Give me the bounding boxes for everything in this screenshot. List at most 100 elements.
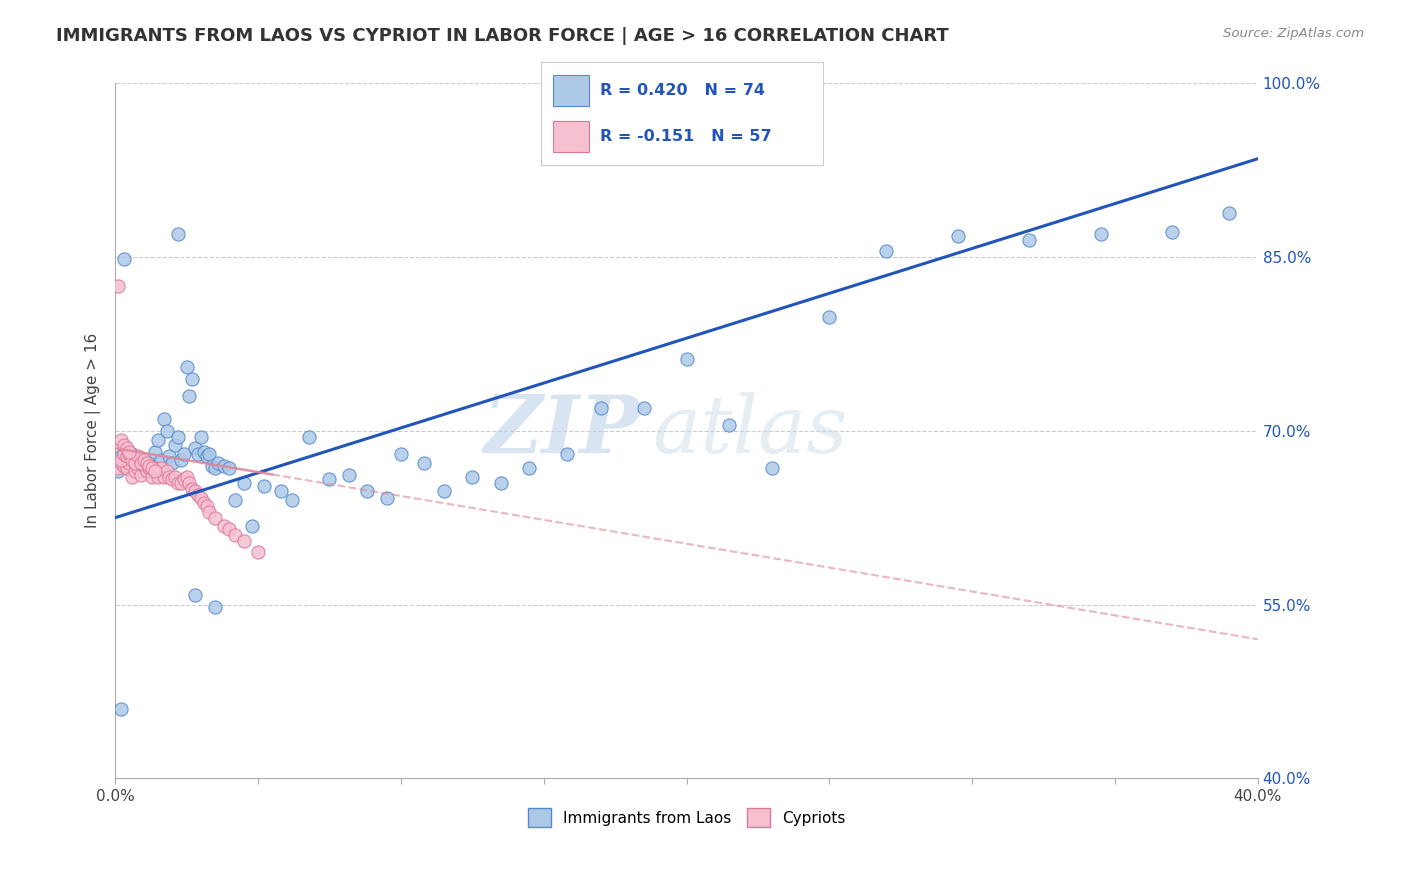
Point [143,464,166,478]
Point [165,438,187,452]
Point [110,450,132,464]
Y-axis label: In Labor Force | Age > 16: In Labor Force | Age > 16 [86,334,101,528]
Point [149,452,172,467]
Text: ZIP: ZIP [484,392,641,469]
Point [281,493,304,508]
Point [761,461,783,475]
Point [179,389,201,403]
Point [318,473,340,487]
Point [187,487,209,501]
Point [155,464,177,478]
Text: Source: ZipAtlas.com: Source: ZipAtlas.com [1223,27,1364,40]
Point [167,227,190,241]
Point [204,599,226,614]
Legend: Immigrants from Laos, Cypriots: Immigrants from Laos, Cypriots [522,802,851,833]
Point [247,545,270,559]
Point [110,702,132,716]
Point [167,429,190,443]
Point [170,452,193,467]
Point [190,491,212,505]
Point [118,452,141,467]
Point [224,528,246,542]
Point [152,412,174,426]
Point [159,450,181,464]
Point [190,429,212,443]
Point [127,461,149,475]
Point [112,458,135,473]
FancyBboxPatch shape [553,121,589,152]
Point [389,447,412,461]
Text: R = 0.420   N = 74: R = 0.420 N = 74 [600,83,765,97]
Point [179,475,201,490]
Point [112,252,135,267]
Point [193,444,215,458]
Point [129,464,152,478]
Point [1090,227,1112,241]
Point [204,461,226,475]
Point [115,461,138,475]
Point [165,470,187,484]
Point [121,470,143,484]
Point [170,475,193,490]
Text: IMMIGRANTS FROM LAOS VS CYPRIOT IN LABOR FORCE | AGE > 16 CORRELATION CHART: IMMIGRANTS FROM LAOS VS CYPRIOT IN LABOR… [56,27,949,45]
Point [207,456,229,470]
Point [675,352,697,367]
Point [155,424,177,438]
Point [298,429,321,443]
Point [121,452,143,467]
Point [818,310,841,325]
Point [181,372,204,386]
Point [115,461,138,475]
Point [110,452,132,467]
Point [253,479,276,493]
Point [143,444,166,458]
Point [138,464,160,478]
Point [124,464,146,478]
Point [875,244,897,259]
Point [112,447,135,461]
FancyBboxPatch shape [553,75,589,105]
Point [1218,206,1240,220]
Point [127,450,149,464]
Point [141,461,163,475]
Point [132,456,155,470]
Point [519,461,541,475]
Point [193,495,215,509]
Point [339,467,361,482]
Point [184,588,207,602]
Point [232,533,254,548]
Point [204,510,226,524]
Point [124,458,146,473]
Point [135,456,157,470]
Point [187,447,209,461]
Point [141,470,163,484]
Point [110,433,132,447]
Point [149,461,172,475]
Point [176,470,198,484]
Text: R = -0.151   N = 57: R = -0.151 N = 57 [600,128,772,144]
Point [118,447,141,461]
Point [356,484,378,499]
Point [159,470,181,484]
Point [218,461,240,475]
Point [224,493,246,508]
Point [115,450,138,464]
Point [176,360,198,375]
Point [162,473,184,487]
Text: atlas: atlas [652,392,848,469]
Point [212,518,235,533]
Point [107,279,129,293]
Point [633,401,655,415]
Point [110,456,132,470]
Point [173,473,195,487]
Point [129,456,152,470]
Point [198,505,221,519]
Point [138,458,160,473]
Point [184,484,207,499]
Point [1161,225,1184,239]
Point [218,522,240,536]
Point [112,456,135,470]
Point [107,464,129,478]
Point [555,447,578,461]
Point [589,401,612,415]
